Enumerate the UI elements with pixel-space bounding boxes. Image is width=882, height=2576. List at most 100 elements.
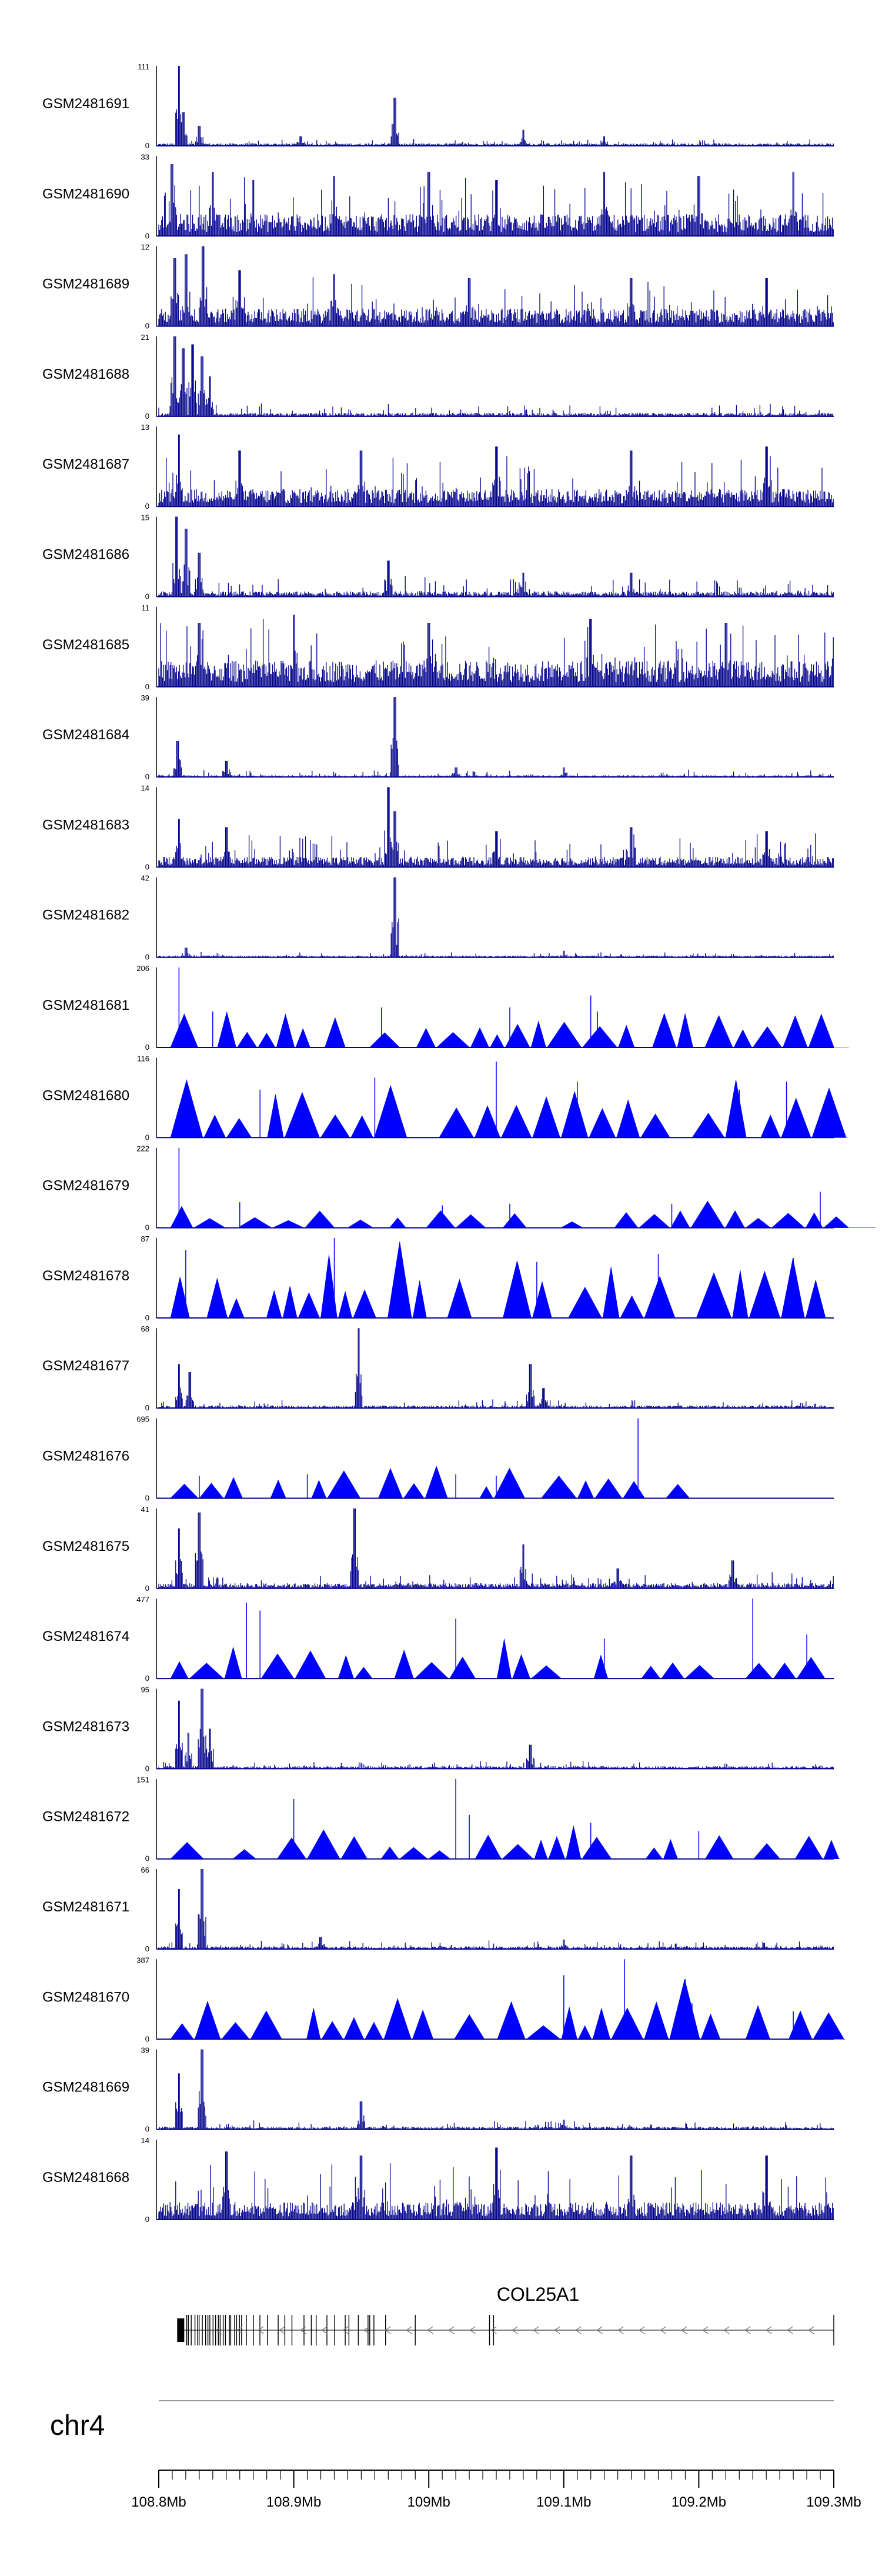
coverage-signal <box>158 2049 834 2130</box>
gene-exons <box>186 2315 834 2345</box>
y-zero-label: 0 <box>145 1854 149 1863</box>
y-max-label: 116 <box>137 1054 149 1063</box>
track-GSM2481689: GSM2481689 12 0 <box>42 243 834 331</box>
track-label: GSM2481679 <box>42 1178 129 1194</box>
track-GSM2481681: GSM2481681 206 0 <box>42 964 849 1052</box>
coverage-peaks <box>293 1778 700 1859</box>
track-label: GSM2481689 <box>42 276 129 292</box>
track-GSM2481686: GSM2481686 15 0 <box>42 513 834 601</box>
y-zero-label: 0 <box>145 322 149 331</box>
coverage-signal <box>170 1011 849 1048</box>
tick-label: 109.1Mb <box>536 2494 591 2510</box>
track-label: GSM2481671 <box>42 1899 129 1915</box>
track-GSM2481684: GSM2481684 39 0 <box>42 693 834 781</box>
track-label: GSM2481676 <box>42 1449 129 1464</box>
track-GSM2481672: GSM2481672 151 0 <box>42 1776 840 1863</box>
coverage-signal <box>158 697 834 778</box>
coverage-signal <box>170 1465 719 1499</box>
y-max-label: 42 <box>141 874 149 883</box>
coverage-signal <box>170 1079 847 1138</box>
track-label: GSM2481670 <box>42 1989 129 2005</box>
y-zero-label: 0 <box>145 2215 149 2224</box>
y-zero-label: 0 <box>145 1043 149 1052</box>
y-zero-label: 0 <box>145 1313 149 1322</box>
y-max-label: 68 <box>141 1324 149 1333</box>
y-max-label: 15 <box>141 513 149 522</box>
chromosome-ideogram: chr4 <box>50 2400 834 2441</box>
track-label: GSM2481682 <box>42 907 129 923</box>
y-max-label: 14 <box>141 2136 149 2145</box>
track-GSM2481680: GSM2481680 116 0 <box>42 1054 847 1142</box>
y-zero-label: 0 <box>145 231 149 240</box>
y-zero-label: 0 <box>145 2034 149 2043</box>
track-GSM2481687: GSM2481687 13 0 <box>42 423 834 510</box>
coverage-signal <box>158 787 834 867</box>
track-label: GSM2481673 <box>42 1719 129 1734</box>
y-zero-label: 0 <box>145 412 149 421</box>
tick-label: 108.8Mb <box>131 2494 186 2510</box>
track-GSM2481683: GSM2481683 14 0 <box>42 783 834 871</box>
track-GSM2481671: GSM2481671 66 0 <box>42 1866 834 1953</box>
y-max-label: 41 <box>141 1505 149 1514</box>
track-label: GSM2481669 <box>42 2080 129 2095</box>
y-zero-label: 0 <box>145 141 149 150</box>
y-max-label: 39 <box>141 693 149 702</box>
y-zero-label: 0 <box>145 772 149 781</box>
gene-model <box>177 2315 834 2345</box>
track-GSM2481685: GSM2481685 11 0 <box>42 603 834 691</box>
coverage-signal <box>158 516 834 597</box>
y-max-label: 11 <box>142 603 150 612</box>
coverage-peaks <box>246 1599 807 1679</box>
track-label: GSM2481688 <box>42 366 129 382</box>
track-GSM2481688: GSM2481688 21 0 <box>42 333 834 421</box>
coverage-peaks <box>259 1062 787 1138</box>
coverage-signal <box>158 163 834 236</box>
coverage-signal <box>170 1639 827 1679</box>
y-zero-label: 0 <box>145 1223 149 1232</box>
tick-label: 109.2Mb <box>671 2494 726 2510</box>
track-GSM2481674: GSM2481674 477 0 <box>42 1595 834 1683</box>
track-label: GSM2481674 <box>42 1629 129 1644</box>
track-GSM2481670: GSM2481670 387 0 <box>42 1956 846 2043</box>
y-zero-label: 0 <box>145 1403 149 1412</box>
track-label: GSM2481675 <box>42 1539 129 1554</box>
y-zero-label: 0 <box>145 2125 149 2134</box>
y-max-label: 206 <box>136 964 149 973</box>
track-GSM2481668: GSM2481668 14 0 <box>42 2136 834 2224</box>
track-label: GSM2481672 <box>42 1809 129 1825</box>
track-label: GSM2481677 <box>42 1358 129 1374</box>
coverage-signal <box>170 1979 846 2040</box>
track-label: GSM2481668 <box>42 2170 129 2185</box>
gene-annotation-track: COL25A1 <box>177 2284 834 2345</box>
track-label: GSM2481687 <box>42 456 129 472</box>
y-zero-label: 0 <box>145 953 149 962</box>
coverage-signal <box>158 246 834 326</box>
track-label: GSM2481678 <box>42 1268 129 1284</box>
y-zero-label: 0 <box>145 1494 149 1503</box>
track-label: GSM2481683 <box>42 817 129 833</box>
y-max-label: 13 <box>141 423 149 432</box>
track-label: GSM2481691 <box>42 96 129 112</box>
y-max-label: 222 <box>136 1144 149 1153</box>
y-zero-label: 0 <box>145 592 149 601</box>
track-GSM2481682: GSM2481682 42 0 <box>42 874 834 962</box>
coverage-peaks <box>199 1418 639 1499</box>
y-max-label: 111 <box>138 62 149 71</box>
tick-label: 109.3Mb <box>806 2494 861 2510</box>
coverage-signal <box>158 1689 834 1769</box>
y-zero-label: 0 <box>145 1674 149 1683</box>
track-GSM2481679: GSM2481679 222 0 <box>42 1144 876 1232</box>
x-axis: 108.8Mb 108.9Mb 109Mb 109.1Mb 109.2Mb 109.3Mb <box>131 2470 861 2510</box>
y-zero-label: 0 <box>145 1764 149 1773</box>
coverage-signal <box>170 1200 876 1228</box>
y-zero-label: 0 <box>145 1133 149 1142</box>
y-max-label: 387 <box>136 1956 149 1964</box>
y-max-label: 151 <box>136 1776 149 1784</box>
y-max-label: 477 <box>136 1595 149 1604</box>
x-axis-ticks: 108.8Mb 108.9Mb 109Mb 109.1Mb 109.2Mb 109.3Mb <box>131 2470 861 2510</box>
y-max-label: 695 <box>136 1415 149 1424</box>
coverage-signal <box>170 1241 827 1319</box>
track-label: GSM2481686 <box>42 547 129 563</box>
gene-label: COL25A1 <box>497 2284 580 2305</box>
